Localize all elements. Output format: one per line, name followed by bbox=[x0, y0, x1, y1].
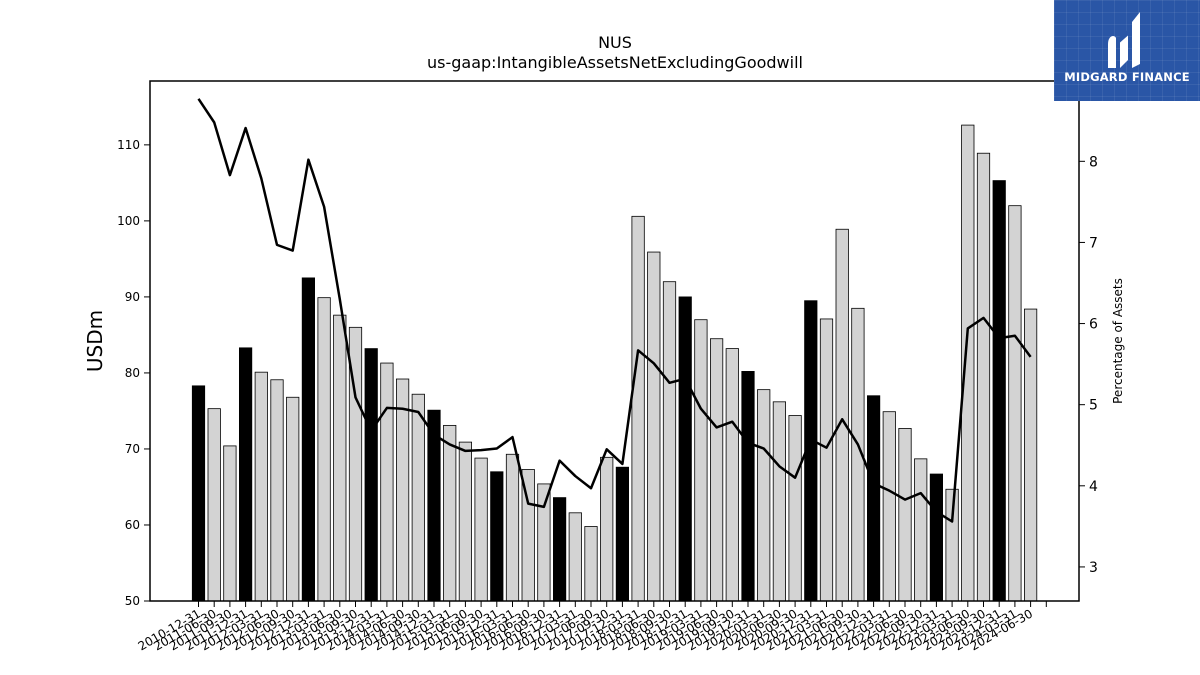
x-axis: 2010-12-312011-06-302011-09-302011-12-31… bbox=[136, 601, 1047, 653]
bars-group bbox=[191, 124, 1038, 602]
y2-axis: 3 4 5 6 7 8 bbox=[1079, 154, 1098, 576]
midgard-logo-icon bbox=[1108, 12, 1140, 68]
bar-2013-03-31 bbox=[333, 314, 347, 602]
bar-2018-12-31 bbox=[694, 319, 708, 602]
chart-title: NUS bbox=[598, 33, 632, 52]
brand-logo: MIDGARD FINANCE bbox=[1054, 0, 1200, 101]
chart-subtitle: us-gaap:IntangibleAssetsNetExcludingGood… bbox=[427, 53, 803, 72]
y2-tick-label: 7 bbox=[1089, 235, 1098, 251]
bar-2021-09-30 bbox=[867, 395, 881, 602]
bar-2015-06-30 bbox=[474, 457, 488, 602]
bar-2016-06-30 bbox=[537, 483, 551, 602]
percentage-line bbox=[197, 98, 1032, 523]
bar-2013-09-30 bbox=[364, 348, 378, 602]
y-tick-label: 60 bbox=[125, 518, 140, 532]
bar-2013-12-31 bbox=[380, 362, 394, 602]
bar-2017-09-30 bbox=[615, 466, 630, 602]
y-tick-label: 90 bbox=[125, 290, 140, 304]
bar-2015-12-31 bbox=[505, 453, 520, 602]
y-tick-label: 110 bbox=[117, 138, 140, 152]
line-group bbox=[197, 98, 1032, 523]
bar-2011-03-31 bbox=[207, 408, 221, 602]
bar-2011-06-30 bbox=[223, 445, 237, 602]
bar-2022-09-30 bbox=[929, 473, 944, 602]
y2-axis-label: Percentage of Assets bbox=[1111, 278, 1125, 404]
bar-2011-12-31 bbox=[254, 371, 268, 602]
bar-2018-03-31 bbox=[647, 251, 661, 602]
bar-2015-03-31 bbox=[458, 441, 473, 602]
bar-2012-03-31 bbox=[270, 379, 284, 602]
bar-2023-06-30 bbox=[976, 152, 991, 602]
bar-2015-09-30 bbox=[490, 471, 504, 602]
bar-2020-06-30 bbox=[788, 415, 802, 602]
bar-2019-12-31 bbox=[757, 389, 771, 602]
bar-2021-03-31 bbox=[835, 228, 849, 602]
bar-2011-09-30 bbox=[238, 347, 253, 602]
bar-2014-12-31 bbox=[443, 424, 457, 602]
bar-2022-03-31 bbox=[898, 428, 912, 602]
y-tick-label: 80 bbox=[125, 366, 140, 380]
bar-2017-06-30 bbox=[600, 456, 614, 602]
y2-tick-label: 3 bbox=[1089, 560, 1098, 576]
y-axis: 50 60 70 80 90 100 110 bbox=[117, 138, 150, 608]
bar-2012-06-30 bbox=[286, 396, 300, 602]
plot-frame bbox=[149, 80, 1080, 602]
bar-2018-09-30 bbox=[678, 296, 692, 602]
bar-2022-12-31 bbox=[945, 488, 959, 602]
bar-2020-12-31 bbox=[819, 318, 834, 602]
bar-2020-03-31 bbox=[772, 401, 787, 602]
bar-2017-03-31 bbox=[584, 526, 598, 602]
brand-name: MIDGARD FINANCE bbox=[1064, 70, 1190, 84]
bar-2016-09-30 bbox=[553, 497, 567, 602]
bar-2019-03-31 bbox=[710, 338, 724, 602]
y-tick-label: 70 bbox=[125, 442, 140, 456]
bar-2014-06-30 bbox=[411, 393, 425, 602]
bar-2019-06-30 bbox=[725, 348, 739, 602]
bar-2012-09-30 bbox=[301, 277, 316, 602]
bar-2019-09-30 bbox=[741, 371, 755, 602]
bar-2023-03-31 bbox=[961, 124, 975, 602]
y-axis-label: USDm bbox=[83, 310, 107, 372]
y-tick-label: 100 bbox=[117, 214, 140, 228]
y2-tick-label: 5 bbox=[1089, 398, 1098, 414]
bar-2010-12-31 bbox=[191, 385, 206, 602]
bar-2022-06-30 bbox=[914, 458, 928, 602]
y2-tick-label: 6 bbox=[1089, 317, 1098, 333]
bar-2017-12-31 bbox=[631, 215, 645, 602]
bar-2012-12-31 bbox=[317, 297, 331, 602]
y-tick-label: 50 bbox=[125, 594, 140, 608]
bar-2021-12-31 bbox=[882, 411, 896, 602]
bar-2018-06-30 bbox=[662, 281, 677, 602]
y2-tick-label: 8 bbox=[1089, 154, 1098, 170]
bar-2023-12-31 bbox=[1008, 205, 1022, 602]
y2-tick-label: 4 bbox=[1089, 479, 1098, 495]
bar-2023-09-30 bbox=[992, 180, 1006, 602]
bar-2016-12-31 bbox=[568, 512, 582, 602]
bar-2014-03-31 bbox=[395, 378, 410, 602]
